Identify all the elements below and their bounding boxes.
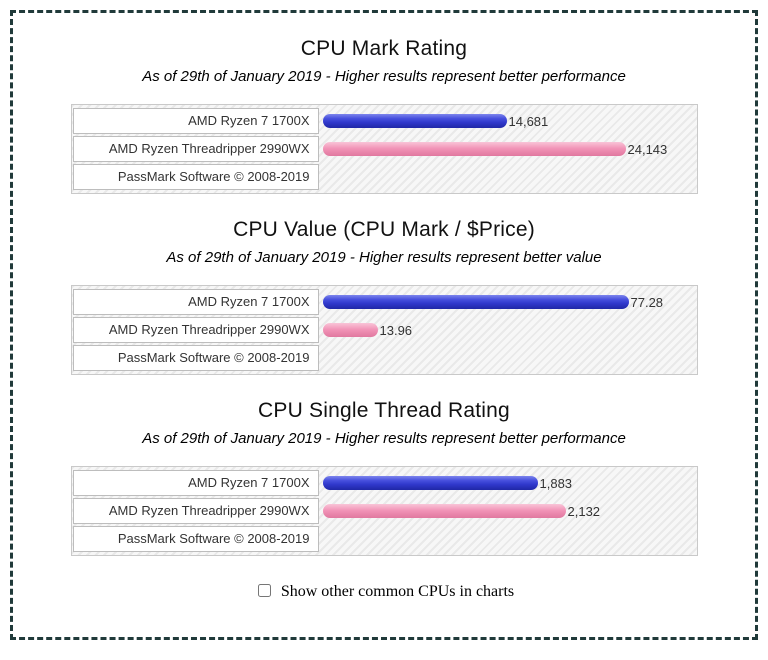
chart-row: AMD Ryzen Threadripper 2990WX 2,132 [72,497,697,525]
bar-value: 1,883 [539,475,573,491]
series-label: AMD Ryzen 7 1700X [72,289,319,315]
chart-footer-label: PassMark Software © 2008-2019 [72,526,319,552]
series-label: AMD Ryzen 7 1700X [72,470,319,496]
footer-row: PassMark Software © 2008-2019 [72,163,697,191]
chart-row: AMD Ryzen 7 1700X 1,883 [72,469,697,497]
chart-row: AMD Ryzen 7 1700X 14,681 [72,107,697,135]
series-label: AMD Ryzen Threadripper 2990WX [72,498,319,524]
bar-blue [322,295,629,309]
footer-row: PassMark Software © 2008-2019 [72,525,697,553]
series-label: AMD Ryzen Threadripper 2990WX [72,136,319,162]
bar-cell: 14,681 [319,107,697,135]
charts-area: CPU Mark Rating As of 29th of January 201… [13,37,755,556]
bar-value: 13.96 [379,322,413,338]
chart-title: CPU Single Thread Rating [258,399,510,422]
bar-blue [322,114,507,128]
chart-block-2: CPU Single Thread Rating As of 29th of Ja… [13,399,755,556]
chart-title: CPU Mark Rating [300,37,468,60]
bar-chart: AMD Ryzen 7 1700X 14,681 AMD Ryzen Threadr… [70,104,698,194]
bar-cell: 13.96 [319,316,697,344]
chart-row: AMD Ryzen Threadripper 2990WX 13.96 [72,316,697,344]
bar-cell-empty [319,163,697,191]
series-label: AMD Ryzen 7 1700X [72,108,319,134]
bar-value: 77.28 [630,294,664,310]
bar-pink [322,504,566,518]
chart-subtitle: As of 29th of January 2019 - Higher resu… [166,249,602,266]
bar-cell: 77.28 [319,288,697,316]
chart-block-1: CPU Value (CPU Mark / $Price) As of 29th … [13,218,755,375]
bar-cell-empty [319,344,697,372]
bar-pink [322,142,626,156]
bar-chart: AMD Ryzen 7 1700X 1,883 AMD Ryzen Threadri… [70,466,698,556]
chart-row: AMD Ryzen 7 1700X 77.28 [72,288,697,316]
chart-subtitle: As of 29th of January 2019 - Higher resu… [142,430,626,447]
footer-row: PassMark Software © 2008-2019 [72,344,697,372]
bar-pink [322,323,378,337]
page-container: CPU Mark Rating As of 29th of January 201… [10,10,758,640]
show-other-cpus-row: Show other common CPUs in charts [13,581,755,601]
chart-title: CPU Value (CPU Mark / $Price) [233,218,535,241]
bar-blue [322,476,538,490]
bar-cell: 1,883 [319,469,697,497]
bar-chart: AMD Ryzen 7 1700X 77.28 AMD Ryzen Threadri… [70,285,698,375]
series-label: AMD Ryzen Threadripper 2990WX [72,317,319,343]
chart-footer-label: PassMark Software © 2008-2019 [72,164,319,190]
bar-cell: 2,132 [319,497,697,525]
show-other-cpus-checkbox[interactable] [257,584,271,597]
bar-value: 24,143 [627,141,668,157]
chart-row: AMD Ryzen Threadripper 2990WX 24,143 [72,135,697,163]
show-other-cpus-label: Show other common CPUs in charts [280,583,515,600]
bar-value: 2,132 [567,503,601,519]
chart-subtitle: As of 29th of January 2019 - Higher resu… [142,68,626,85]
chart-footer-label: PassMark Software © 2008-2019 [72,345,319,371]
bar-cell: 24,143 [319,135,697,163]
bar-cell-empty [319,525,697,553]
bar-value: 14,681 [508,113,549,129]
chart-block-0: CPU Mark Rating As of 29th of January 201… [13,37,755,194]
